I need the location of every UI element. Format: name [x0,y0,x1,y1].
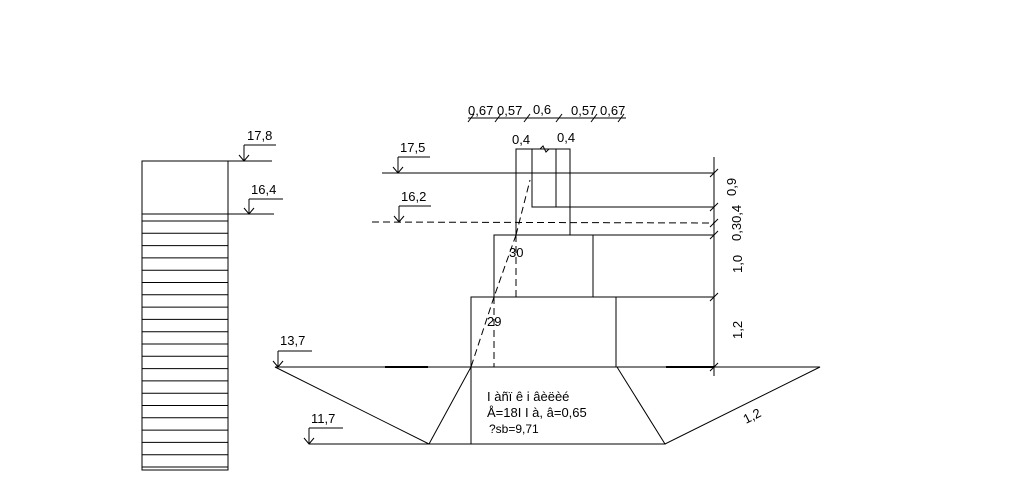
soil-column [141,160,229,471]
dimension-label: 0,30,4 [729,205,744,241]
fill-note-line-3: ?sb=9,71 [489,422,539,436]
foundation [470,145,714,368]
dimension-label: 1,2 [730,321,745,339]
elevation-label: 17,5 [400,140,425,155]
dimension-label: 0,4 [512,132,530,147]
elevation-label: 11,7 [311,411,335,426]
slope-label: 1,2 [741,405,764,427]
sand-layer [141,160,229,215]
level-line-16-2 [371,221,715,224]
dimension-label: 0,67 [600,103,625,118]
elevation-marker-11-7: 11,7 [303,411,429,445]
clay-layer [141,213,229,471]
elevation-label: 16,2 [401,189,426,204]
elevation-label: 17,8 [247,128,272,143]
elevation-label: 16,4 [251,182,276,197]
angle-label: 29 [487,314,501,329]
vertical-dimension-chain: 0,9 0,30,4 1,0 1,2 [709,157,745,376]
dimension-label: 0,4 [557,130,575,145]
clay-hatching [142,220,228,468]
elevation-marker-16-4: 16,4 [228,182,283,215]
top-dimension-chain: 0,67 0,57 0,6 0,57 0,67 [467,102,626,123]
dimension-label: 0,6 [533,102,551,117]
foundation-wall [515,148,571,236]
dimension-label: 0,9 [724,178,739,196]
fill-note-line-1: І àñï ê і âèëèé [487,389,569,404]
dimension-label: 0,57 [497,103,522,118]
elevation-marker-17-5: 17,5 [392,140,430,174]
angle-label: 30 [509,245,523,260]
dimension-label: 0,67 [468,103,493,118]
fill-note-line-2: Å=18І І à, â=0,65 [487,405,587,420]
elevation-marker-13-7: 13,7 [272,333,312,368]
foundation-step-lower [470,296,617,368]
dimension-label: 1,0 [730,255,745,273]
elevation-marker-16-2: 16,2 [393,189,431,223]
dimension-label: 0,57 [571,103,596,118]
elevation-marker-17-8: 17,8 [228,128,276,162]
elevation-label: 13,7 [280,333,305,348]
